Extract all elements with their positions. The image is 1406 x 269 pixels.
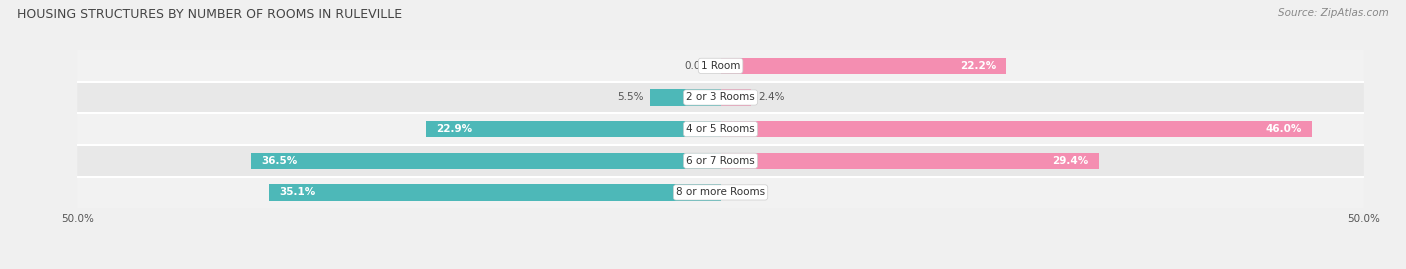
Text: 35.1%: 35.1%: [280, 187, 315, 197]
FancyBboxPatch shape: [77, 145, 1364, 176]
Bar: [721, 89, 751, 106]
Text: Source: ZipAtlas.com: Source: ZipAtlas.com: [1278, 8, 1389, 18]
Text: HOUSING STRUCTURES BY NUMBER OF ROOMS IN RULEVILLE: HOUSING STRUCTURES BY NUMBER OF ROOMS IN…: [17, 8, 402, 21]
Text: 36.5%: 36.5%: [262, 156, 298, 166]
Bar: [721, 121, 1312, 137]
FancyBboxPatch shape: [77, 113, 1364, 145]
FancyBboxPatch shape: [77, 50, 1364, 82]
Bar: [252, 153, 721, 169]
FancyBboxPatch shape: [77, 82, 1364, 113]
Bar: [721, 153, 1099, 169]
Text: 29.4%: 29.4%: [1052, 156, 1088, 166]
Text: 6 or 7 Rooms: 6 or 7 Rooms: [686, 156, 755, 166]
Text: 46.0%: 46.0%: [1265, 124, 1302, 134]
Text: 8 or more Rooms: 8 or more Rooms: [676, 187, 765, 197]
Bar: [269, 184, 721, 201]
FancyBboxPatch shape: [77, 176, 1364, 208]
Text: 5.5%: 5.5%: [617, 93, 644, 102]
Bar: [650, 89, 721, 106]
Text: 4 or 5 Rooms: 4 or 5 Rooms: [686, 124, 755, 134]
Text: 0.0%: 0.0%: [731, 187, 756, 197]
Text: 22.9%: 22.9%: [436, 124, 472, 134]
Text: 2 or 3 Rooms: 2 or 3 Rooms: [686, 93, 755, 102]
Text: 22.2%: 22.2%: [960, 61, 995, 71]
Text: 0.0%: 0.0%: [685, 61, 710, 71]
Text: 1 Room: 1 Room: [700, 61, 741, 71]
Bar: [426, 121, 721, 137]
Bar: [721, 58, 1007, 74]
Text: 2.4%: 2.4%: [758, 93, 785, 102]
